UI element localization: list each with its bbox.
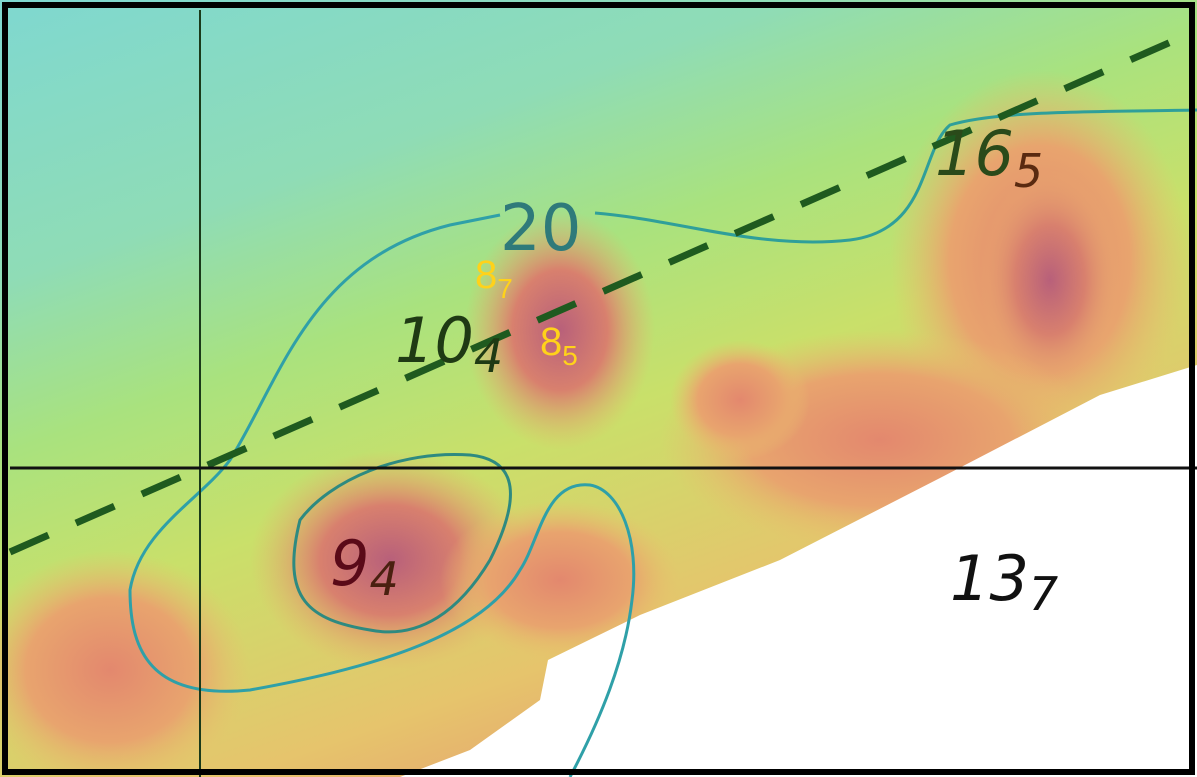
shoal	[670, 340, 810, 460]
map-view: 20 165 104 94 137 87 85	[0, 0, 1197, 777]
contour-label: 20	[500, 192, 581, 266]
